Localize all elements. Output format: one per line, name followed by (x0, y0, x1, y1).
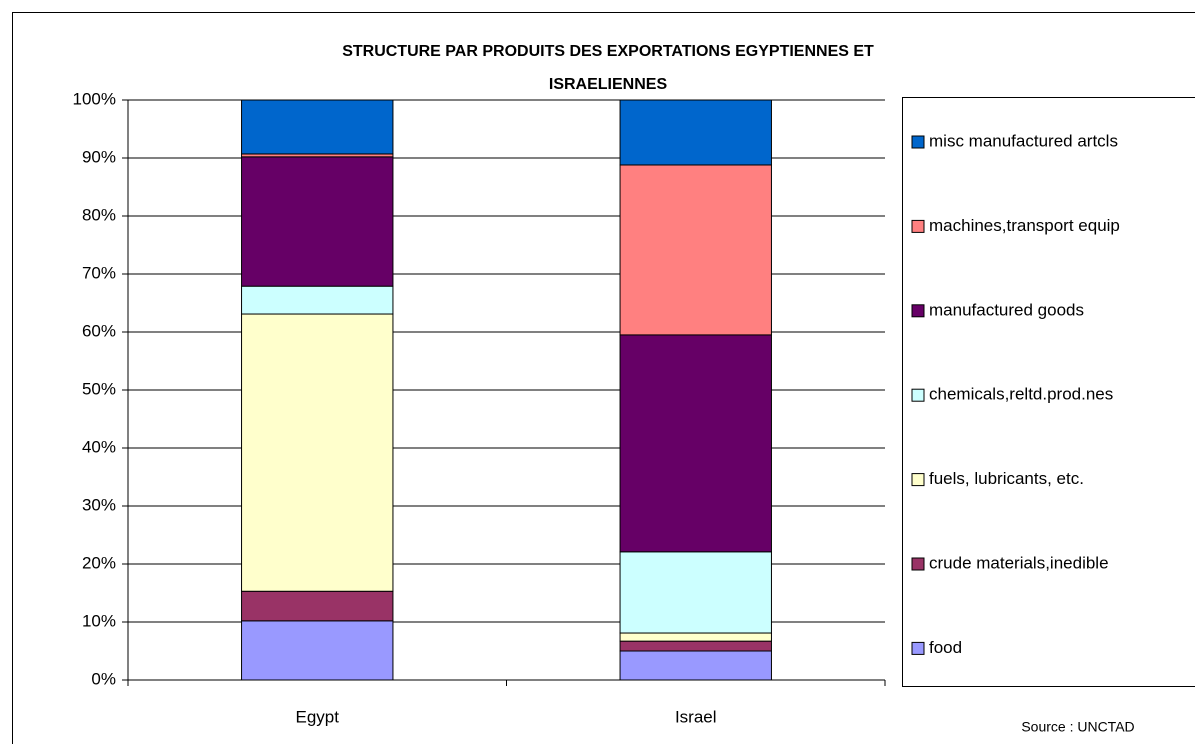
legend-label: machines,transport equip (929, 216, 1120, 235)
legend-swatch (911, 135, 925, 149)
y-tick-label: 80% (82, 205, 116, 224)
y-tick-label: 40% (82, 437, 116, 456)
y-tick-label: 90% (82, 147, 116, 166)
legend-label: food (929, 638, 962, 657)
y-tick-label: 70% (82, 263, 116, 282)
legend-box (902, 97, 1195, 687)
legend-label: fuels, lubricants, etc. (929, 469, 1084, 488)
bar-segment (619, 334, 772, 553)
y-tick-label: 20% (82, 553, 116, 572)
bar-segment (241, 285, 394, 315)
bar-segment (619, 99, 772, 166)
x-tick-label: Israel (675, 707, 717, 726)
y-tick-label: 30% (82, 495, 116, 514)
chart-title: ISRAELIENNES (549, 76, 668, 93)
y-tick-label: 0% (91, 669, 116, 688)
legend-swatch (911, 388, 925, 402)
legend-swatch (911, 219, 925, 233)
y-tick-label: 60% (82, 321, 116, 340)
bar-segment (241, 99, 394, 155)
legend-label: manufactured goods (929, 300, 1084, 319)
legend-swatch (911, 557, 925, 571)
bar-segment (241, 590, 394, 622)
bar-segment (241, 313, 394, 592)
y-tick-label: 10% (82, 611, 116, 630)
bar-segment (619, 164, 772, 336)
bar-segment (619, 632, 772, 642)
legend-swatch (911, 641, 925, 655)
legend-label: misc manufactured artcls (929, 131, 1118, 150)
source-note: Source : UNCTAD (1021, 719, 1134, 735)
bar-segment (619, 640, 772, 652)
legend-label: chemicals,reltd.prod.nes (929, 385, 1113, 404)
bar-segment (619, 551, 772, 634)
bar-segment (241, 156, 394, 287)
x-tick-label: Egypt (296, 707, 340, 726)
chart-title: STRUCTURE PAR PRODUITS DES EXPORTATIONS … (342, 43, 874, 60)
bar-segment (241, 620, 394, 681)
legend-swatch (911, 304, 925, 318)
y-tick-label: 100% (73, 89, 116, 108)
bar-segment (619, 650, 772, 681)
y-tick-label: 50% (82, 379, 116, 398)
legend-label: crude materials,inedible (929, 553, 1109, 572)
legend-swatch (911, 473, 925, 487)
